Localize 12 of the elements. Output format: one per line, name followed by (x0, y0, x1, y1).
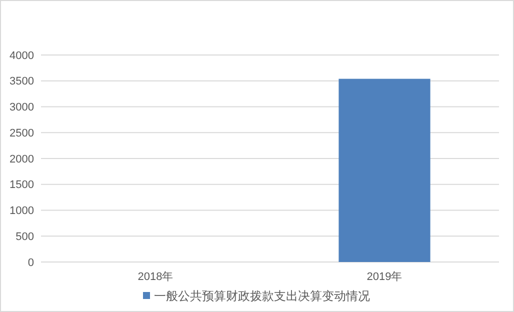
x-tick-label: 2018年 (138, 271, 174, 283)
y-tick-label: 2000 (10, 153, 34, 166)
y-tick-label: 3000 (10, 102, 34, 114)
y-tick-label: 4000 (10, 50, 34, 62)
y-tick-label: 0 (28, 256, 34, 269)
y-tick-label: 2500 (10, 127, 34, 140)
x-tick-label: 2019年 (366, 271, 402, 283)
y-tick-label: 500 (16, 230, 34, 243)
legend-label: 一般公共预算财政拨款支出决算变动情况 (154, 289, 370, 304)
y-tick-label: 3500 (10, 76, 34, 88)
y-tick-label: 1500 (10, 179, 34, 192)
y-tick-label: 1000 (10, 205, 34, 218)
